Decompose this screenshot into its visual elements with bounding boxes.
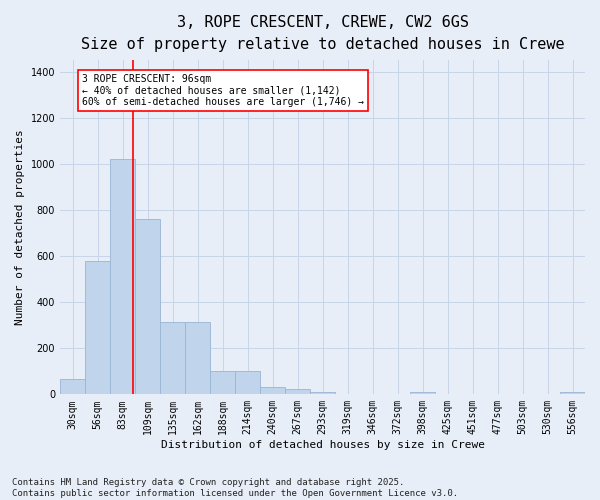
Bar [410, 392, 434, 394]
X-axis label: Distribution of detached houses by size in Crewe: Distribution of detached houses by size … [161, 440, 485, 450]
Bar [235, 372, 260, 394]
Text: 3 ROPE CRESCENT: 96sqm
← 40% of detached houses are smaller (1,142)
60% of semi-: 3 ROPE CRESCENT: 96sqm ← 40% of detached… [82, 74, 364, 108]
Bar [260, 388, 284, 394]
Bar [310, 392, 335, 394]
Bar [211, 372, 235, 394]
Text: Contains HM Land Registry data © Crown copyright and database right 2025.
Contai: Contains HM Land Registry data © Crown c… [12, 478, 458, 498]
Bar [560, 392, 584, 394]
Bar [110, 160, 134, 394]
Bar [160, 322, 185, 394]
Bar [85, 260, 110, 394]
Bar [286, 388, 310, 394]
Bar [136, 220, 160, 394]
Bar [185, 322, 209, 394]
Title: 3, ROPE CRESCENT, CREWE, CW2 6GS
Size of property relative to detached houses in: 3, ROPE CRESCENT, CREWE, CW2 6GS Size of… [81, 15, 565, 52]
Y-axis label: Number of detached properties: Number of detached properties [15, 130, 25, 325]
Bar [61, 380, 85, 394]
